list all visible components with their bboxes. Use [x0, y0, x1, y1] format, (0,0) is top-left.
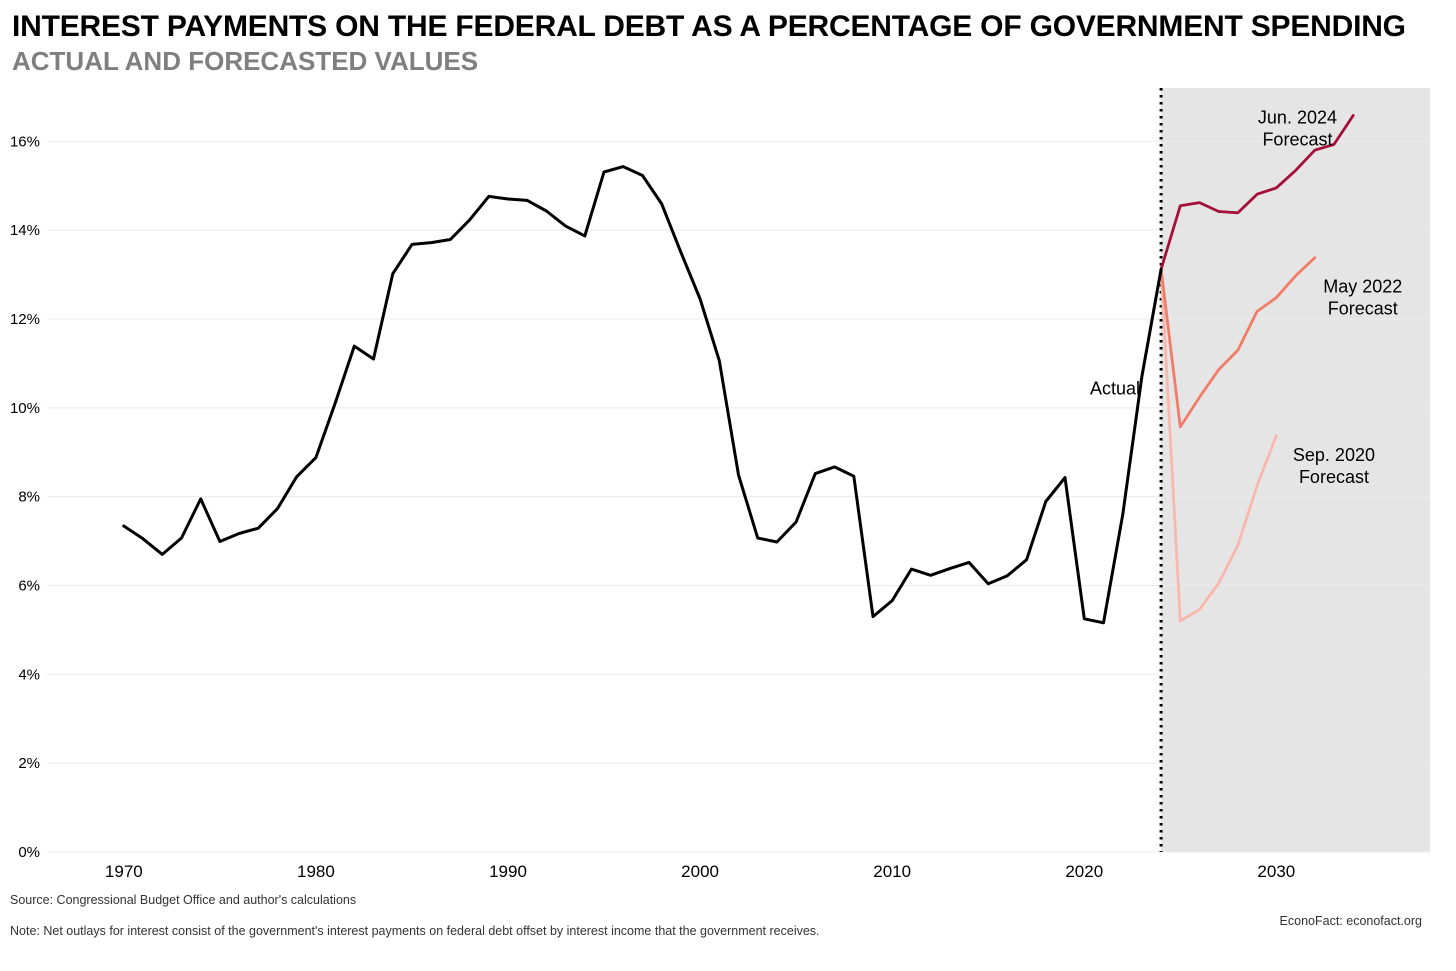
y-tick-label: 4%: [18, 666, 40, 683]
x-tick-label: 2030: [1257, 862, 1295, 881]
y-tick-label: 10%: [10, 400, 40, 417]
series-annotations: Actual Jun. 2024 Forecast May 2022 Forecast S…: [1090, 108, 1402, 488]
series-line-may2022: [1159, 256, 1317, 429]
annotation-actual: Actual: [1090, 378, 1140, 398]
y-tick-label: 0%: [18, 844, 40, 861]
gridlines: [47, 140, 1430, 853]
footnote: Note: Net outlays for interest consist o…: [10, 924, 820, 938]
annotation-jun2024: Jun. 2024 Forecast: [1258, 108, 1337, 150]
annotation-sep2020: Sep. 2020 Forecast: [1293, 445, 1375, 487]
x-tick-label: 1990: [489, 862, 527, 881]
series-line-sep2020: [1159, 267, 1278, 623]
x-tick-label: 1970: [105, 862, 143, 881]
y-tick-label: 12%: [10, 311, 40, 328]
x-axis-ticks: 1970 1980 1990 2000 2010 2020 2030: [105, 862, 1295, 881]
x-tick-label: 2010: [873, 862, 911, 881]
y-tick-label: 14%: [10, 222, 40, 239]
x-tick-label: 2000: [681, 862, 719, 881]
y-tick-label: 6%: [18, 577, 40, 594]
annotation-may2022: May 2022 Forecast: [1323, 276, 1402, 318]
y-tick-label: 16%: [10, 133, 40, 150]
chart-title: INTEREST PAYMENTS ON THE FEDERAL DEBT AS…: [12, 10, 1406, 43]
y-tick-label: 8%: [18, 489, 40, 506]
credit-link[interactable]: EconoFact: econofact.org: [1279, 914, 1422, 928]
source-note: Source: Congressional Budget Office and …: [10, 893, 357, 907]
y-axis-ticks: 0% 2% 4% 6% 8% 10% 12% 14% 16%: [10, 133, 40, 861]
chart-subtitle: ACTUAL AND FORECASTED VALUES: [12, 46, 479, 76]
series-lines: [122, 114, 1355, 625]
forecast-region-shade: [1161, 88, 1430, 852]
y-tick-label: 2%: [18, 755, 40, 772]
x-tick-label: 2020: [1065, 862, 1103, 881]
series-line-actual: [122, 165, 1163, 625]
x-tick-label: 1980: [297, 862, 335, 881]
series-line-jun2024: [1159, 114, 1355, 271]
